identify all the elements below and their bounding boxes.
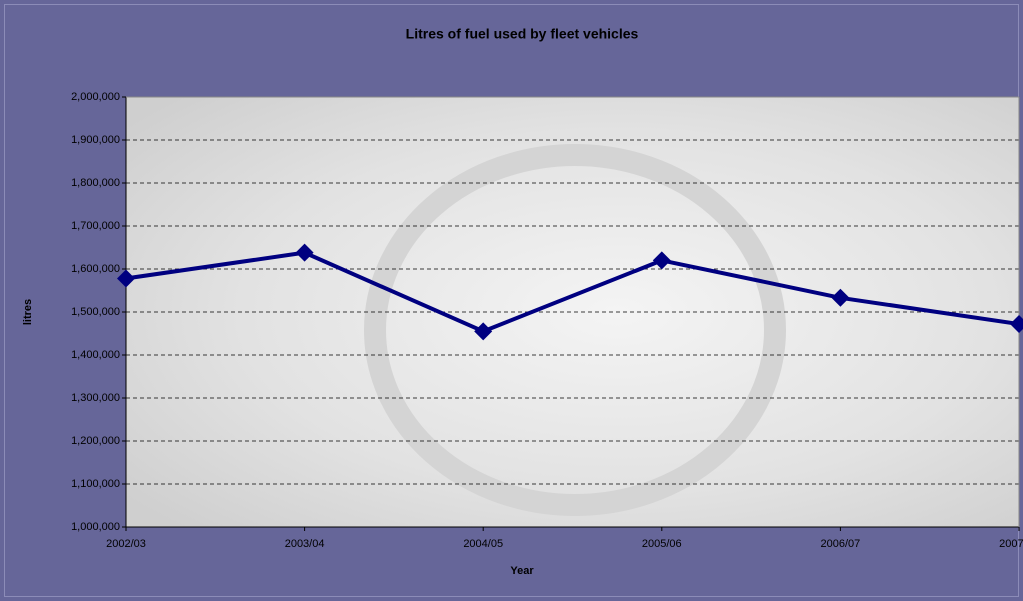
x-tick-label: 2004/05 [463, 538, 503, 550]
y-tick-label: 1,500,000 [71, 306, 120, 318]
y-tick-label: 1,100,000 [71, 478, 120, 490]
y-tick-label: 1,000,000 [71, 521, 120, 533]
x-tick-label: 2002/03 [106, 538, 146, 550]
y-tick-label: 2,000,000 [71, 91, 120, 103]
chart-title: Litres of fuel used by fleet vehicles [406, 26, 639, 42]
y-tick-label: 1,200,000 [71, 435, 120, 447]
y-tick-label: 1,300,000 [71, 392, 120, 404]
y-tick-label: 1,800,000 [71, 177, 120, 189]
x-tick-label: 2005/06 [642, 538, 682, 550]
y-tick-label: 1,400,000 [71, 349, 120, 361]
y-tick-label: 1,900,000 [71, 134, 120, 146]
x-axis-title: Year [510, 565, 534, 577]
data-point [474, 322, 493, 341]
y-tick-label: 1,700,000 [71, 220, 120, 232]
data-point [295, 243, 314, 262]
x-tick-label: 2003/04 [285, 538, 325, 550]
data-point [1010, 315, 1023, 334]
data-point [831, 288, 850, 307]
y-axis-title: litres [22, 299, 34, 325]
y-tick-label: 1,600,000 [71, 263, 120, 275]
x-tick-label: 2007/08 [999, 538, 1023, 550]
data-point [117, 269, 135, 288]
data-line [125, 250, 1020, 334]
x-tick-label: 2006/07 [821, 538, 861, 550]
data-point [652, 251, 671, 270]
background-emblem [364, 144, 786, 516]
